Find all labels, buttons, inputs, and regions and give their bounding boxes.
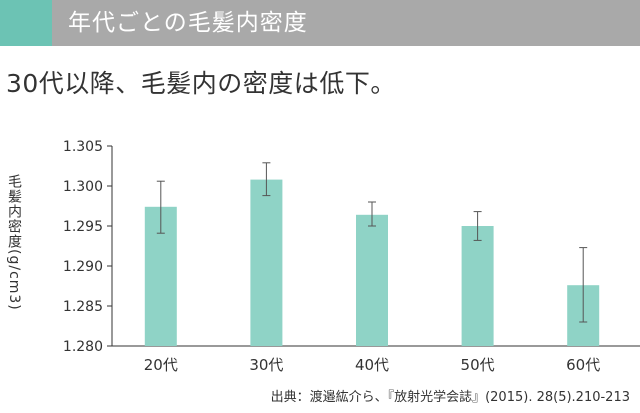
chart-x-ticks: 20代 30代 40代 50代 60代 [144, 356, 600, 374]
bar [461, 226, 494, 346]
x-tick-label: 40代 [355, 356, 389, 374]
x-tick-label: 30代 [249, 356, 283, 374]
y-axis-label: 毛髪内密度(g/cm3) [6, 174, 22, 311]
title-bar: 年代ごとの毛髪内密度 [0, 0, 640, 46]
bar [250, 179, 283, 346]
x-tick-label: 50代 [461, 356, 495, 374]
y-tick-label: 1.295 [63, 219, 103, 235]
headline: 30代以降、毛髪内の密度は低下。 [6, 69, 396, 98]
y-tick-label: 1.290 [63, 259, 103, 275]
page-title: 年代ごとの毛髪内密度 [68, 10, 308, 36]
x-tick-label: 60代 [566, 356, 600, 374]
source-citation: 出典：渡邉紘介ら、『放射光学会誌』(2015). 28(5).210-213 [270, 390, 630, 405]
y-tick-label: 1.300 [63, 179, 103, 195]
y-tick-label: 1.285 [63, 299, 103, 315]
chart-y-ticks: 1.305 1.300 1.295 1.290 1.285 1.280 [63, 139, 112, 355]
bar [356, 214, 388, 346]
chart-error-bars [156, 162, 588, 323]
title-accent-block [0, 0, 52, 46]
y-tick-label: 1.280 [63, 339, 103, 355]
y-tick-label: 1.305 [63, 139, 103, 155]
x-tick-label: 20代 [144, 356, 178, 374]
